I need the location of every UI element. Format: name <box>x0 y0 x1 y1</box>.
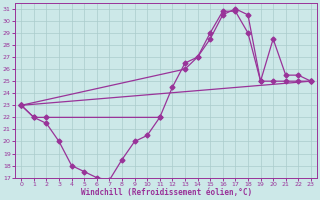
X-axis label: Windchill (Refroidissement éolien,°C): Windchill (Refroidissement éolien,°C) <box>81 188 252 197</box>
